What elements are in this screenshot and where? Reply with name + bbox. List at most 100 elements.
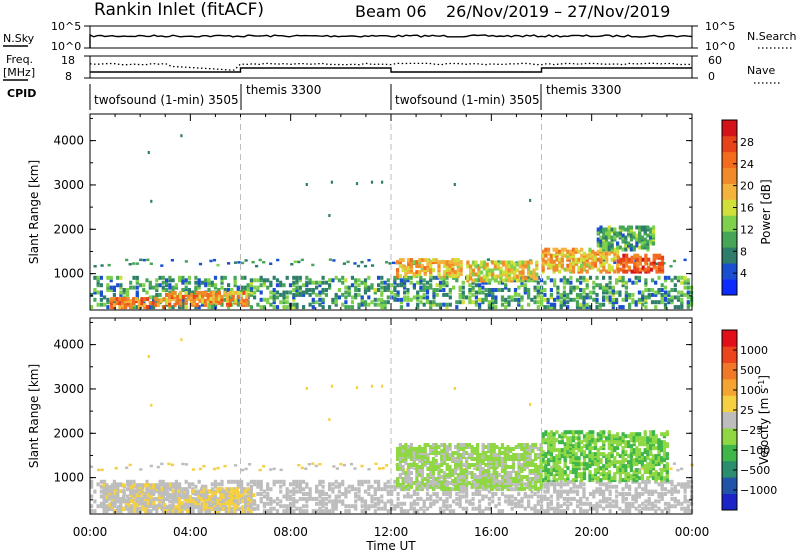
data-cell [420,484,424,489]
data-cell [168,292,172,297]
data-cell [468,499,472,504]
data-cell [373,509,377,514]
data-cell [599,235,603,240]
data-cell [448,489,452,494]
data-cell [676,278,681,283]
data-cell [484,297,488,302]
data-cell [657,438,661,443]
data-cell [627,265,631,270]
data-cell [500,288,505,292]
data-cell [491,288,495,292]
data-cell [292,499,296,504]
data-cell [285,492,289,496]
data-cell [667,501,671,506]
data-cell [107,263,111,267]
data-cell [629,444,633,449]
data-cell [354,280,358,285]
data-cell [644,482,648,487]
data-cell [423,477,427,481]
data-cell [360,297,364,302]
data-cell [649,267,654,272]
nsearch-tick-bottom: 10^0 [705,40,735,53]
data-cell [585,462,589,467]
data-cell [290,263,294,266]
data-cell [420,264,424,269]
data-cell [571,438,576,443]
data-cell [419,278,423,283]
data-cell [558,440,562,445]
data-cell [415,260,419,265]
data-cell [347,509,351,514]
data-cell [249,278,253,283]
data-cell [498,473,502,477]
data-cell [456,272,460,277]
data-cell [328,283,332,288]
data-cell [652,253,656,258]
data-cell [452,487,456,492]
data-cell [579,484,583,489]
data-cell [180,134,183,138]
data-cell [315,496,319,501]
data-cell [487,489,491,494]
data-cell [650,492,655,496]
data-cell [440,463,444,467]
data-cell [588,275,593,280]
data-cell [683,292,687,297]
data-cell [651,476,656,481]
data-cell [513,288,518,292]
data-cell [602,489,606,494]
data-cell [341,280,345,285]
data-cell [162,297,166,302]
data-cell [544,247,548,252]
data-cell [147,151,150,154]
data-cell [562,496,566,501]
data-cell [119,501,123,506]
data-cell [637,290,641,295]
data-cell [640,235,644,240]
data-cell [262,494,266,499]
data-cell [422,499,426,504]
data-cell [556,501,560,506]
cpid-segment-2: themis 3300 [246,83,321,97]
data-cell [230,288,234,292]
data-cell [520,467,524,471]
data-cell [386,484,390,489]
data-cell [596,466,600,471]
data-cell [112,285,116,290]
data-cell [305,275,309,280]
data-cell [367,302,371,307]
data-cell [629,247,633,252]
data-cell [556,496,560,501]
data-cell [334,506,338,511]
data-cell [315,484,319,489]
data-cell [566,430,570,435]
data-cell [331,487,335,492]
data-cell [404,471,408,475]
data-cell [596,456,600,461]
data-cell [269,496,273,501]
data-cell [480,260,484,265]
data-cell [403,285,407,290]
data-cell [119,283,123,288]
data-cell [536,494,540,499]
data-cell [632,231,636,236]
data-cell [465,487,469,492]
data-cell [425,506,430,511]
data-cell [200,280,205,285]
data-cell [109,278,113,283]
data-cell [409,481,413,485]
data-cell [540,290,544,295]
data-cell [465,443,469,447]
data-cell [420,447,424,451]
data-cell [416,290,420,295]
data-cell [484,292,488,297]
data-cell [566,267,570,272]
data-cell [214,292,219,297]
data-cell [292,501,296,506]
data-cell [90,305,94,310]
data-cell [643,442,647,447]
data-cell [266,501,270,506]
data-cell [588,504,593,509]
data-cell [465,465,469,469]
data-cell [346,260,350,264]
